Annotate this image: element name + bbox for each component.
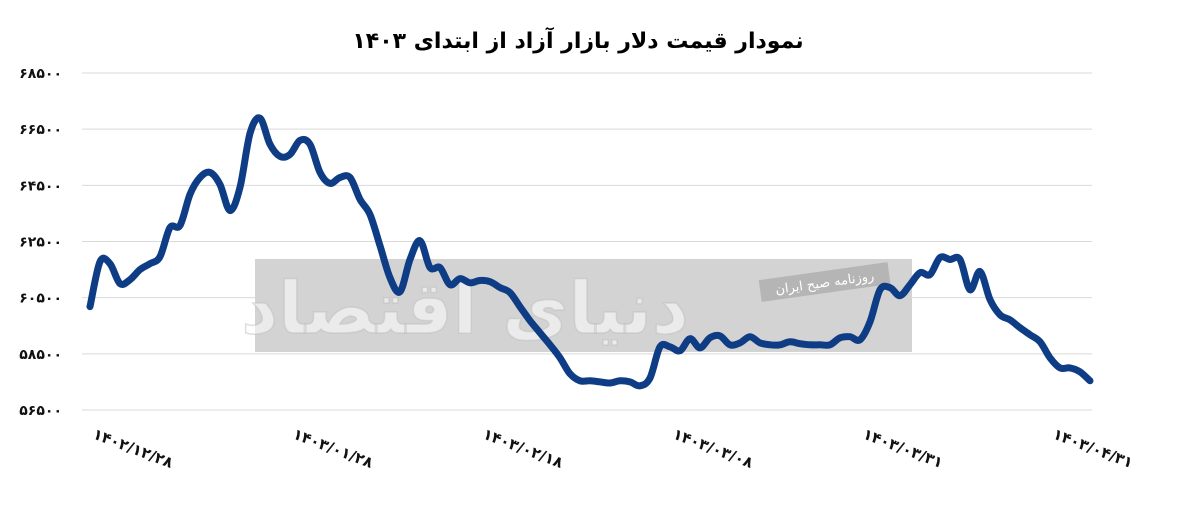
x-tick-label: ۱۴۰۳/۰۲/۱۸: [481, 425, 566, 472]
x-tick-label: ۱۴۰۳/۰۳/۰۸: [671, 425, 756, 472]
y-tick-label: ۵۶۵۰۰: [19, 403, 62, 419]
x-tick-label: ۱۴۰۳/۰۴/۳۱: [1051, 425, 1136, 472]
x-axis-ticks: ۱۴۰۲/۱۲/۲۸ ۱۴۰۳/۰۱/۲۸ ۱۴۰۳/۰۲/۱۸ ۱۴۰۳/۰۳/۰۸…: [91, 425, 1136, 472]
y-tick-label: ۵۸۵۰۰: [19, 347, 62, 363]
watermark: دنیای اقتصاد روزنامه صبح ایران: [240, 259, 912, 352]
y-tick-label: ۶۸۵۰۰: [19, 66, 62, 82]
y-tick-label: ۶۲۵۰۰: [19, 235, 62, 251]
y-tick-label: ۶۴۵۰۰: [19, 178, 62, 194]
chart-title: نمودار قیمت دلار بازار آزاد از ابتدای ۱۴…: [352, 26, 803, 54]
x-tick-label: ۱۴۰۳/۰۳/۳۱: [861, 425, 946, 472]
price-line: [86, 114, 1094, 390]
series-group: [86, 114, 1094, 390]
watermark-tagline-box: [758, 262, 891, 302]
y-axis-ticks: ۶۸۵۰۰ ۶۶۵۰۰ ۶۴۵۰۰ ۶۲۵۰۰ ۶۰۵۰۰ ۵۸۵۰۰ ۵۶۵۰۰: [19, 66, 62, 419]
x-tick-label: ۱۴۰۳/۰۱/۲۸: [291, 425, 376, 472]
y-tick-label: ۶۰۵۰۰: [19, 291, 62, 307]
x-tick-label: ۱۴۰۲/۱۲/۲۸: [91, 425, 176, 472]
y-tick-label: ۶۶۵۰۰: [19, 122, 62, 138]
gridlines: [82, 72, 1092, 411]
